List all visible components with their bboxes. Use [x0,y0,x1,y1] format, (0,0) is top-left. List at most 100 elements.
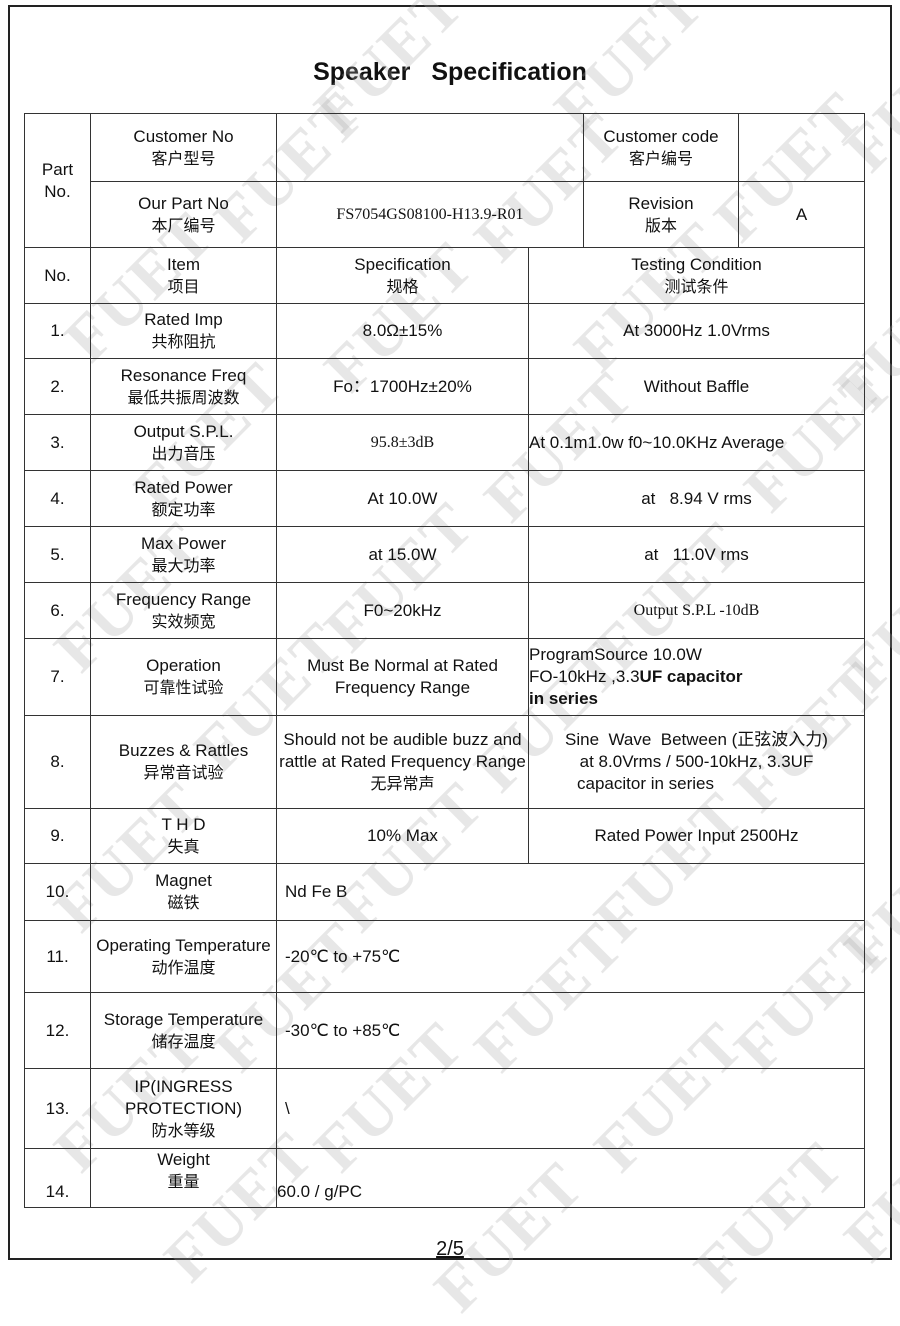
row-no: 11. [24,920,91,993]
table-row: 4. Rated Power 额定功率 At 10.0W at 8.94 V rms [24,470,865,527]
col-spec-cn: 规格 [386,276,419,296]
row-no: 3. [24,414,91,471]
customer-no-cn: 客户型号 [151,148,216,168]
row-no: 4. [24,470,91,527]
row-no: 10. [24,863,91,921]
row-spec: \ [276,1068,865,1149]
table-row: 9. T H D 失真 10% Max Rated Power Input 2500Hz [24,808,865,864]
col-test-en: Testing Condition [631,254,762,274]
row-spec: Should not be audible buzz and rattle at… [276,715,529,809]
row-test: at 11.0V rms [528,526,865,583]
item-cn: 失真 [167,837,200,856]
table-row: 12. Storage Temperature 储存温度 -30℃ to +85℃ [24,992,865,1069]
row-no: 6. [24,582,91,639]
row-item: Output S.P.L. 出力音压 [90,414,277,471]
row-no: 5. [24,526,91,583]
item-cn: 重量 [167,1172,200,1191]
col-item: Item 项目 [90,247,277,304]
row-test: ProgramSource 10.0W FO-10kHz ,3.3UF capac… [528,638,865,716]
row-item: T H D 失真 [90,808,277,864]
item-en: Frequency Range [115,589,252,609]
row-test: Without Baffle [528,358,865,415]
item-cn: 出力音压 [151,443,216,463]
row-item: Max Power 最大功率 [90,526,277,583]
item-cn: 异常音试验 [143,763,224,782]
row-test: Sine Wave Between (正弦波入力) at 8.0Vrms / 50… [528,715,865,809]
row-spec: -20℃ to +75℃ [276,920,865,993]
table-row: 1. Rated Imp 共称阻抗 8.0Ω±15% At 3000Hz 1.0Vrms [24,303,865,359]
row-item: Resonance Freq 最低共振周波数 [90,358,277,415]
row-no: 13. [24,1068,91,1149]
col-test: Testing Condition 测试条件 [528,247,865,304]
item-cn: 储存温度 [151,1031,216,1051]
item-en: Output S.P.L. [133,421,234,441]
row-no: 7. [24,638,91,716]
document-title: Speaker Specification [313,58,587,86]
row-spec: At 10.0W [276,470,529,527]
revision-cn: 版本 [644,215,677,235]
row-item: Rated Power 额定功率 [90,470,277,527]
row-item: Buzzes & Rattles 异常音试验 [90,715,277,809]
row-spec: at 15.0W [276,526,529,583]
row-spec: Nd Fe B [276,863,865,921]
col-spec-en: Specification [354,254,451,274]
table-row: 10. Magnet 磁铁 Nd Fe B [24,863,865,921]
test-line-2: at 8.0Vrms / 500-10kHz, 3.3UF [579,752,814,771]
row-no: 9. [24,808,91,864]
customer-code-label: Customer code 客户编号 [583,113,739,182]
revision-value: A [738,181,865,248]
customer-code-en: Customer code [603,126,719,146]
item-cn: 额定功率 [151,499,216,519]
item-cn: 可靠性试验 [143,678,224,697]
row-test: at 8.94 V rms [528,470,865,527]
row-test: At 3000Hz 1.0Vrms [528,303,865,359]
row-spec: 60.0 / g/PC [276,1148,865,1208]
spec-table: Part No. Customer No 客户型号 Customer code 客户… [24,113,865,1208]
item-en: IP(INGRESS PROTECTION) [124,1076,243,1118]
item-cn: 动作温度 [151,957,216,977]
row-spec: F0~20kHz [276,582,529,639]
col-item-cn: 项目 [167,276,200,296]
page-number: 2/5 [436,1238,464,1260]
item-en: Rated Imp [144,310,223,329]
our-part-no-en: Our Part No [138,193,229,213]
test-line-2: FO-10kHz ,3.3 [529,667,640,686]
row-spec: 8.0Ω±15% [276,303,529,359]
item-cn: 防水等级 [151,1120,216,1140]
row-no: 8. [24,715,91,809]
row-item: Storage Temperature 储存温度 [90,992,277,1069]
part-no-label: Part No. [24,113,91,248]
col-test-cn: 测试条件 [664,276,729,296]
test-line-2-bold: UF capacitor [639,667,743,686]
table-row: 5. Max Power 最大功率 at 15.0W at 11.0V rms [24,526,865,583]
col-no: No. [24,247,91,304]
item-en: Operating Temperature [96,935,271,955]
row-item: Operation 可靠性试验 [90,638,277,716]
item-en: Storage Temperature [103,1009,264,1029]
item-en: Rated Power [134,477,233,497]
row-spec: 10% Max [276,808,529,864]
customer-code-value [738,113,865,182]
customer-code-cn: 客户编号 [628,148,693,168]
item-cn: 最大功率 [151,555,216,575]
row-item: Frequency Range 实效频宽 [90,582,277,639]
col-item-en: Item [166,254,201,274]
row-spec: Fo：1700Hz±20% [276,358,529,415]
item-en: Magnet [155,871,212,890]
table-row: 13. IP(INGRESS PROTECTION) 防水等级 \ [24,1068,865,1149]
row-no: 14. [24,1148,91,1208]
table-row: 7. Operation 可靠性试验 Must Be Normal at Rated … [24,638,865,716]
page-border [8,5,892,1260]
row-no: 2. [24,358,91,415]
row-item: IP(INGRESS PROTECTION) 防水等级 [90,1068,277,1149]
item-en: Operation [146,656,221,675]
row-spec: 95.8±3dB [276,414,529,471]
item-en: Resonance Freq [120,365,247,385]
our-part-no-label: Our Part No 本厂编号 [90,181,277,248]
row-no: 1. [24,303,91,359]
customer-no-value [276,113,584,182]
item-cn: 实效频宽 [151,611,216,631]
item-en: Buzzes & Rattles [118,741,249,760]
test-line-1: ProgramSource 10.0W [529,645,702,664]
row-item: Operating Temperature 动作温度 [90,920,277,993]
